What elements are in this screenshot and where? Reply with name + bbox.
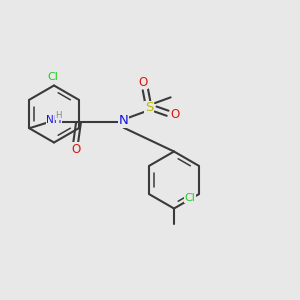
Text: S: S	[145, 101, 153, 114]
Text: N: N	[118, 114, 128, 127]
Text: O: O	[138, 76, 148, 89]
Text: Cl: Cl	[184, 193, 195, 203]
Text: O: O	[171, 108, 180, 121]
Text: H: H	[56, 111, 62, 120]
Text: O: O	[71, 143, 80, 156]
Text: Cl: Cl	[47, 72, 58, 82]
Text: NH: NH	[46, 116, 62, 125]
